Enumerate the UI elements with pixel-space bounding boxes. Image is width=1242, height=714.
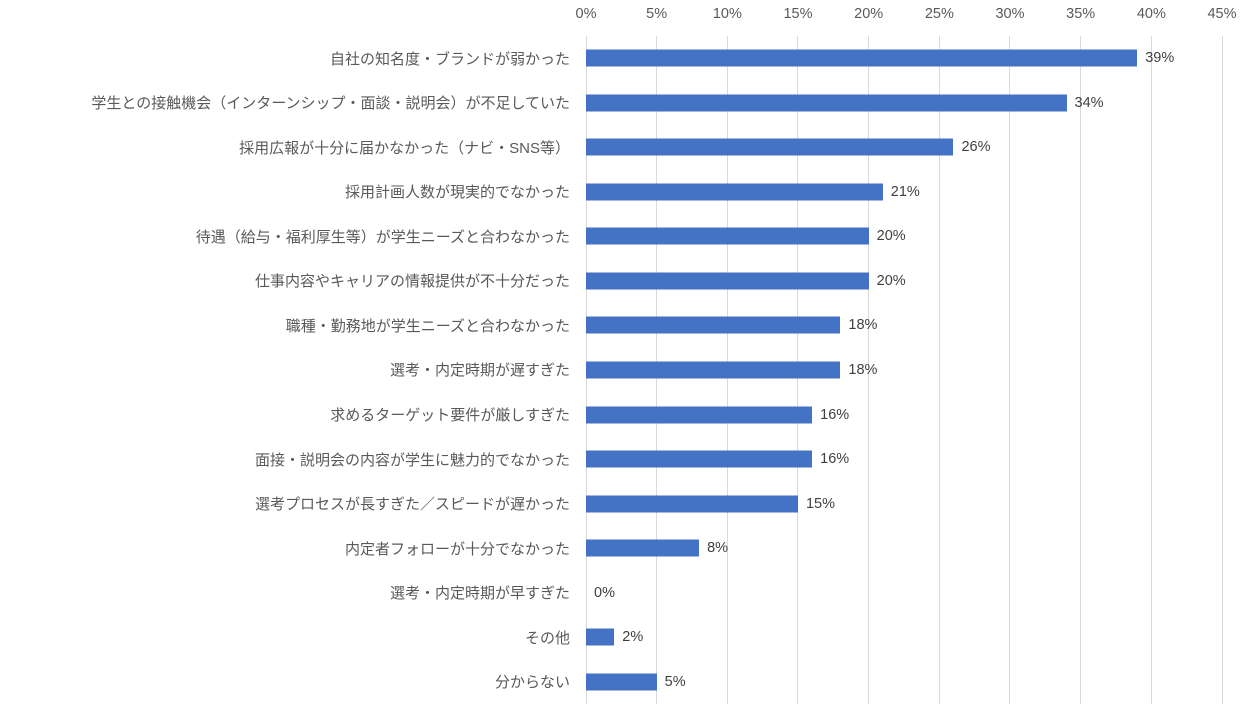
chart-row: 選考プロセスが長すぎた／スピードが遅かった 15% <box>0 481 1242 526</box>
bar <box>586 227 869 245</box>
chart-row: 面接・説明会の内容が学生に魅力的でなかった 16% <box>0 437 1242 482</box>
category-label: 学生との接触機会（インターンシップ・面談・説明会）が不足していた <box>91 95 570 113</box>
data-label: 39% <box>1145 50 1175 67</box>
category-label: 職種・勤務地が学生ニーズと合わなかった <box>285 317 570 335</box>
row-plot: 26% <box>586 125 1222 170</box>
bar <box>586 316 841 334</box>
chart-row: 選考・内定時期が早すぎた 0% <box>0 570 1242 615</box>
gridline <box>1009 36 1011 704</box>
chart-row: 採用広報が十分に届かなかった（ナビ・SNS等） 26% <box>0 125 1242 170</box>
chart-row: 職種・勤務地が学生ニーズと合わなかった 18% <box>0 303 1242 348</box>
row-plot: 16% <box>586 392 1222 437</box>
chart-row: 内定者フォローが十分でなかった 8% <box>0 526 1242 571</box>
row-plot: 8% <box>586 526 1222 571</box>
data-label: 16% <box>820 406 850 423</box>
x-axis: 0% 5% 10% 15% 20% 25% 30% 35% 40% 45% <box>576 0 1237 34</box>
x-tick-label: 35% <box>1066 6 1096 22</box>
category-label: 選考・内定時期が早すぎた <box>389 585 570 603</box>
bar <box>586 49 1138 67</box>
category-label: 内定者フォローが十分でなかった <box>344 540 570 558</box>
x-tick-label: 20% <box>854 6 884 22</box>
chart-row: 待遇（給与・福利厚生等）が学生ニーズと合わなかった 20% <box>0 214 1242 259</box>
category-label: 分からない <box>494 674 570 692</box>
x-tick-label: 40% <box>1136 6 1166 22</box>
bar <box>586 673 657 691</box>
row-plot: 34% <box>586 81 1222 126</box>
row-plot: 18% <box>586 348 1222 393</box>
category-label: その他 <box>524 629 570 647</box>
chart-row: 分からない 5% <box>0 659 1242 704</box>
row-plot: 15% <box>586 481 1222 526</box>
x-tick-label: 45% <box>1207 6 1237 22</box>
data-label: 18% <box>848 317 878 334</box>
bar <box>586 138 954 156</box>
row-plot: 2% <box>586 615 1222 660</box>
data-label: 20% <box>876 272 906 289</box>
row-plot: 21% <box>586 170 1222 215</box>
bar <box>586 450 813 468</box>
gridline <box>1150 36 1152 704</box>
data-label: 16% <box>820 451 850 468</box>
gridline <box>868 36 870 704</box>
x-tick-label: 10% <box>712 6 742 22</box>
x-tick-label: 15% <box>783 6 813 22</box>
category-label: 採用広報が十分に届かなかった（ナビ・SNS等） <box>239 139 570 157</box>
bar <box>586 361 841 379</box>
data-label: 0% <box>594 584 615 601</box>
chart-rows: 自社の知名度・ブランドが弱かった 39% 学生との接触機会（インターンシップ・面談・… <box>0 36 1242 704</box>
data-label: 18% <box>848 361 878 378</box>
data-label: 26% <box>961 139 991 156</box>
bar <box>586 183 883 201</box>
category-label: 面接・説明会の内容が学生に魅力的でなかった <box>254 451 570 469</box>
category-label: 待遇（給与・福利厚生等）が学生ニーズと合わなかった <box>195 228 570 246</box>
data-label: 5% <box>664 673 686 690</box>
chart-row: 仕事内容やキャリアの情報提供が不十分だった 20% <box>0 259 1242 304</box>
category-label: 選考プロセスが長すぎた／スピードが遅かった <box>254 496 570 514</box>
chart-row: 自社の知名度・ブランドが弱かった 39% <box>0 36 1242 81</box>
row-plot: 18% <box>586 303 1222 348</box>
category-label: 採用計画人数が現実的でなかった <box>344 184 570 202</box>
bar <box>586 272 869 290</box>
category-label: 選考・内定時期が遅すぎた <box>389 362 570 380</box>
category-label: 仕事内容やキャリアの情報提供が不十分だった <box>254 273 570 291</box>
x-tick-label: 30% <box>995 6 1025 22</box>
x-tick-label: 5% <box>646 6 668 22</box>
bar <box>586 628 615 646</box>
row-plot: 16% <box>586 437 1222 482</box>
gridline <box>1221 36 1223 704</box>
chart-row: 学生との接触機会（インターンシップ・面談・説明会）が不足していた 34% <box>0 81 1242 126</box>
bar <box>586 406 813 424</box>
x-tick-label: 0% <box>575 6 597 22</box>
bar <box>586 94 1067 112</box>
gridline <box>938 36 940 704</box>
row-plot: 39% <box>586 36 1222 81</box>
row-plot: 20% <box>586 259 1222 304</box>
chart-row: 求めるターゲット要件が厳しすぎた 16% <box>0 392 1242 437</box>
bar <box>586 539 700 557</box>
bar <box>586 495 798 513</box>
data-label: 21% <box>890 183 920 200</box>
data-label: 2% <box>622 629 644 646</box>
gridline <box>1080 36 1082 704</box>
data-label: 8% <box>707 540 729 557</box>
data-label: 34% <box>1074 94 1104 111</box>
category-label: 求めるターゲット要件が厳しすぎた <box>330 407 570 425</box>
x-tick-label: 25% <box>924 6 954 22</box>
data-label: 15% <box>805 495 836 512</box>
row-plot: 5% <box>586 659 1222 704</box>
chart-row: 選考・内定時期が遅すぎた 18% <box>0 348 1242 393</box>
chart-row: 採用計画人数が現実的でなかった 21% <box>0 170 1242 215</box>
category-label: 自社の知名度・ブランドが弱かった <box>329 50 570 68</box>
chart-row: その他 2% <box>0 615 1242 660</box>
data-label: 20% <box>876 228 906 245</box>
row-plot: 0% <box>586 570 1222 615</box>
row-plot: 20% <box>586 214 1222 259</box>
